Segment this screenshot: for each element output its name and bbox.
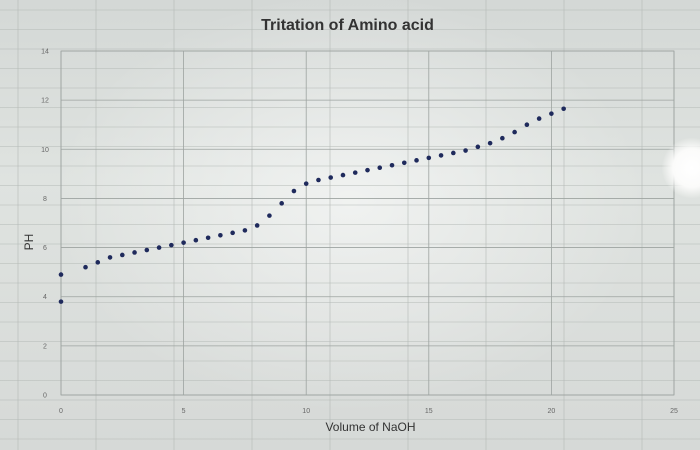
chart-title: Tritation of Amino acid bbox=[261, 17, 434, 34]
data-point bbox=[58, 299, 64, 304]
data-point bbox=[340, 172, 346, 178]
data-point bbox=[230, 230, 235, 236]
data-point bbox=[120, 252, 125, 258]
x-tick-label: 25 bbox=[670, 408, 678, 415]
data-point bbox=[83, 264, 88, 270]
data-point bbox=[500, 135, 505, 141]
data-point bbox=[512, 129, 517, 135]
plot-area bbox=[60, 50, 675, 396]
data-point bbox=[328, 175, 334, 180]
x-tick-label: 0 bbox=[59, 408, 63, 415]
data-point bbox=[426, 155, 432, 161]
data-point bbox=[242, 228, 248, 233]
chart-grid bbox=[60, 50, 675, 396]
x-axis-label: Volume of NaOH bbox=[325, 420, 415, 434]
data-point bbox=[475, 144, 481, 150]
x-tick-label: 10 bbox=[302, 408, 310, 415]
y-tick-label: 6 bbox=[43, 245, 47, 252]
data-point bbox=[132, 250, 137, 255]
data-point bbox=[487, 140, 493, 146]
y-tick-label: 12 bbox=[41, 98, 49, 105]
y-tick-label: 0 bbox=[43, 393, 47, 400]
y-tick-label: 2 bbox=[43, 343, 47, 350]
data-point bbox=[524, 122, 530, 128]
x-tick-label: 5 bbox=[182, 408, 186, 415]
x-tick-label: 15 bbox=[425, 408, 433, 415]
y-axis-ticks: 0 2 4 6 8 10 12 14 bbox=[41, 49, 49, 400]
data-point bbox=[377, 165, 383, 171]
y-tick-label: 14 bbox=[41, 49, 49, 56]
y-tick-label: 4 bbox=[43, 294, 47, 301]
data-point bbox=[205, 235, 211, 241]
data-point bbox=[438, 153, 444, 158]
y-axis-label: PH bbox=[22, 234, 36, 251]
data-point bbox=[352, 170, 358, 175]
data-point bbox=[303, 181, 309, 186]
y-tick-label: 10 bbox=[41, 147, 49, 154]
data-point bbox=[414, 158, 419, 163]
data-point bbox=[549, 111, 554, 116]
data-point bbox=[107, 255, 113, 260]
data-point bbox=[169, 242, 174, 248]
data-point bbox=[401, 160, 407, 166]
data-point bbox=[156, 245, 162, 250]
data-point bbox=[365, 167, 370, 173]
data-point bbox=[279, 201, 284, 206]
data-point bbox=[291, 188, 297, 194]
data-point bbox=[451, 150, 456, 156]
data-point bbox=[95, 260, 101, 265]
data-point bbox=[267, 213, 272, 218]
data-point bbox=[389, 162, 395, 168]
y-tick-label: 8 bbox=[43, 196, 47, 203]
data-point bbox=[58, 272, 64, 277]
data-point bbox=[463, 148, 468, 153]
x-tick-label: 20 bbox=[548, 408, 556, 415]
data-point bbox=[316, 177, 321, 183]
data-point bbox=[144, 247, 150, 253]
data-point bbox=[218, 232, 223, 238]
data-point bbox=[193, 237, 199, 243]
data-point bbox=[536, 116, 542, 121]
data-point bbox=[254, 223, 260, 228]
data-point bbox=[561, 106, 566, 112]
data-series bbox=[58, 106, 566, 304]
data-point bbox=[181, 240, 186, 245]
x-axis-ticks: 0 5 10 15 20 25 bbox=[59, 408, 678, 415]
